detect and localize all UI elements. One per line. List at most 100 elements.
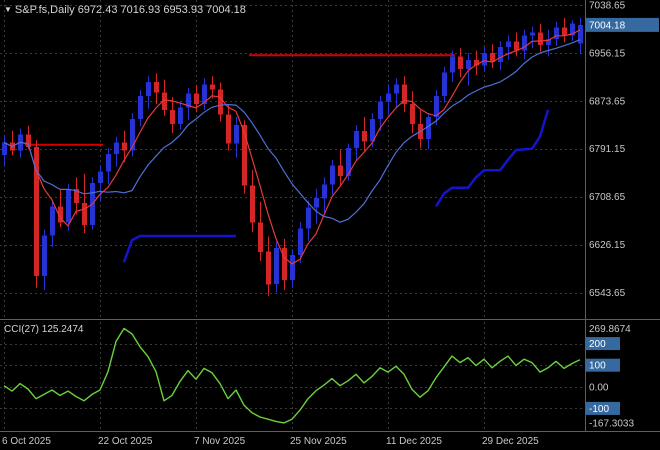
- candle-body: [194, 93, 199, 105]
- date-label: 22 Oct 2025: [98, 436, 153, 447]
- candle-body: [306, 207, 311, 229]
- candle-body: [226, 114, 231, 144]
- date-label: 29 Dec 2025: [482, 436, 539, 447]
- candle-body: [138, 95, 143, 120]
- cci-level-tag: [586, 358, 620, 372]
- candle-body: [2, 142, 7, 156]
- candle-body: [314, 198, 319, 208]
- candle-body: [338, 165, 343, 177]
- price-axis-label: 6791.15: [589, 144, 626, 155]
- candle-body: [82, 202, 87, 225]
- candle-body: [354, 130, 359, 149]
- candle-body: [234, 125, 239, 144]
- candle-body: [146, 82, 151, 96]
- candle-body: [370, 119, 375, 142]
- candle-body: [538, 32, 543, 45]
- price-axis-label: 6626.15: [589, 240, 626, 251]
- candle-body: [170, 109, 175, 124]
- cci-level-tag-label: 200: [589, 339, 606, 350]
- candle-body: [554, 27, 559, 39]
- candle-body: [570, 23, 575, 36]
- candle-body: [202, 84, 207, 105]
- candle-body: [506, 41, 511, 48]
- candle-body: [26, 134, 31, 148]
- cci-level-tag-label: 100: [589, 361, 606, 372]
- candle-body: [274, 248, 279, 285]
- candle-body: [546, 39, 551, 45]
- candle-body: [66, 188, 71, 223]
- candle-body: [474, 59, 479, 66]
- candle-body: [282, 248, 287, 281]
- symbol-ohlc-header: ▼ S&P.fs,Daily 6972.43 7016.93 6953.93 70…: [4, 4, 246, 16]
- cci-min-label: -167.3033: [589, 418, 634, 429]
- candle-body: [346, 148, 351, 177]
- candle-body: [74, 188, 79, 203]
- date-label: 6 Oct 2025: [2, 436, 51, 447]
- cci-level-tag: [586, 401, 620, 415]
- candle-body: [482, 52, 487, 66]
- candle-body: [122, 142, 127, 151]
- candle-body: [378, 101, 383, 120]
- candle-body: [154, 82, 159, 93]
- candle-body: [530, 32, 535, 36]
- date-label: 11 Dec 2025: [386, 436, 442, 447]
- candle-body: [386, 93, 391, 102]
- candle-body: [266, 251, 271, 285]
- cci-max-label: 269.8674: [589, 324, 631, 335]
- candle-body: [34, 147, 39, 277]
- ma-fast-red: [3, 29, 581, 265]
- candle-body: [402, 84, 407, 105]
- chart-collapse-icon[interactable]: ▼: [4, 5, 12, 14]
- candle-body: [522, 35, 527, 51]
- cci-level-tag-label: -100: [589, 404, 609, 415]
- candle-body: [58, 206, 63, 223]
- current-price-tag: [586, 17, 659, 32]
- candle-body: [162, 92, 167, 110]
- candle-body: [186, 93, 191, 108]
- trend-step-line: [434, 109, 550, 208]
- price-axis-label: 7038.65: [589, 0, 626, 11]
- candle-body: [130, 119, 135, 151]
- ma-slow-blue: [3, 39, 581, 223]
- cci-line: [3, 327, 581, 424]
- candle-body: [442, 72, 447, 96]
- candle-body: [114, 142, 119, 154]
- candle-body: [410, 104, 415, 124]
- cci-level-tag: [586, 337, 620, 351]
- candle-body: [218, 89, 223, 115]
- candle-body: [450, 56, 455, 73]
- candle-body: [106, 154, 111, 172]
- candle-body: [98, 171, 103, 184]
- price-axis-label: 6956.15: [589, 48, 626, 59]
- candle-body: [42, 235, 47, 277]
- candle-body: [434, 95, 439, 117]
- candle-body: [250, 185, 255, 223]
- candle-body: [394, 84, 399, 94]
- candle-body: [258, 222, 263, 252]
- cci-zero-label: 0.00: [589, 382, 609, 393]
- date-label: 25 Nov 2025: [290, 436, 347, 447]
- price-axis-label: 6543.65: [589, 288, 626, 299]
- candle-body: [514, 41, 519, 51]
- candle-body: [466, 59, 471, 70]
- indicator-label: CCI(27) 125.2474: [4, 324, 84, 335]
- candle-body: [426, 116, 431, 139]
- candle-body: [322, 184, 327, 199]
- candle-body: [50, 206, 55, 236]
- candle-body: [562, 27, 567, 36]
- candle-body: [578, 24, 583, 44]
- date-label: 7 Nov 2025: [194, 436, 246, 447]
- candle-body: [498, 47, 503, 63]
- candle-body: [458, 56, 463, 70]
- current-price-tag-label: 7004.18: [589, 20, 626, 31]
- candle-body: [242, 125, 247, 186]
- price-axis-label: 6708.65: [589, 192, 626, 203]
- symbol-ohlc-text: S&P.fs,Daily 6972.43 7016.93 6953.93 700…: [14, 4, 246, 16]
- candle-body: [290, 255, 295, 281]
- candle-body: [330, 165, 335, 185]
- candle-body: [178, 107, 183, 124]
- candle-body: [362, 130, 367, 142]
- price-axis-label: 6873.65: [589, 96, 626, 107]
